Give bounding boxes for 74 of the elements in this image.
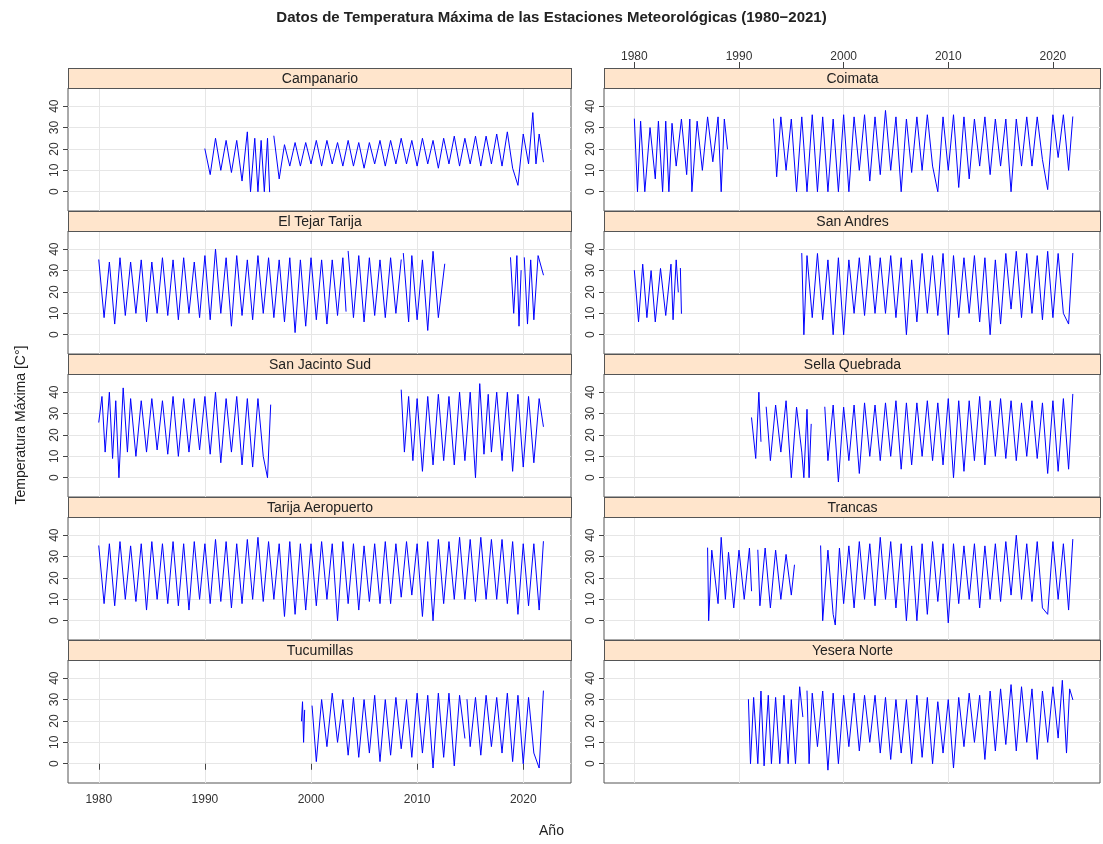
chart-title: San Andres	[604, 211, 1101, 232]
y-tick-label: 20	[583, 570, 597, 585]
y-tick-label: 10	[47, 735, 61, 750]
y-tick-label: 40	[583, 528, 597, 542]
y-tick-label: 30	[583, 406, 597, 421]
y-tick-label: 0	[583, 188, 597, 196]
y-tick-label: 40	[583, 242, 597, 256]
chart-title: Campanario	[68, 68, 572, 89]
y-tick-label: 10	[583, 449, 597, 464]
y-axis-title: Temperatura Máxima [C°]	[12, 345, 28, 505]
y-tick-label: 20	[47, 427, 61, 442]
y-tick-label: 20	[47, 141, 61, 156]
y-tick-label: 40	[47, 242, 61, 256]
y-tick-label: 20	[583, 427, 597, 442]
x-axis-title: Año	[538, 822, 565, 838]
chart-title: San Jacinto Sud	[68, 354, 572, 375]
y-tick-label: 10	[47, 306, 61, 321]
chart-title: Yesera Norte	[604, 640, 1101, 661]
y-tick-label: 20	[47, 713, 61, 728]
x-tick-label: 1980	[85, 792, 113, 806]
chart-title: Sella Quebrada	[604, 354, 1101, 375]
y-tick-label: 20	[47, 570, 61, 585]
x2-tick-label: 2010	[934, 49, 962, 63]
y-tick-label: 0	[583, 617, 597, 625]
chart-title: El Tejar Tarija	[68, 211, 572, 232]
y-tick-label: 10	[47, 163, 61, 178]
chart-title: Trancas	[604, 497, 1101, 518]
y-tick-label: 30	[583, 549, 597, 564]
y-tick-label: 0	[583, 474, 597, 482]
y-tick-label: 30	[47, 549, 61, 564]
y-tick-label: 30	[583, 263, 597, 278]
y-tick-label: 40	[47, 528, 61, 542]
y-tick-label: 20	[583, 284, 597, 299]
x-tick-label: 2020	[509, 792, 537, 806]
text: Datos de Temperatura Máxima de las Estaciones Meteorológicas (1980−2021)	[275, 8, 828, 25]
y-tick-label: 20	[47, 284, 61, 299]
y-tick-label: 20	[583, 141, 597, 156]
line-series	[98, 536, 544, 622]
y-tick-label: 30	[47, 692, 61, 707]
y-tick-label: 30	[583, 120, 597, 135]
y-tick-label: 40	[583, 385, 597, 399]
x2-tick-label: 2000	[830, 49, 858, 63]
y-tick-label: 0	[47, 188, 61, 196]
y-tick-label: 0	[583, 331, 597, 339]
y-tick-label: 10	[583, 163, 597, 178]
y-tick-label: 0	[47, 760, 61, 768]
y-tick-label: 40	[583, 99, 597, 113]
y-tick-label: 10	[583, 735, 597, 750]
y-tick-label: 40	[47, 385, 61, 399]
x-tick-label: 2010	[403, 792, 431, 806]
y-tick-label: 10	[47, 449, 61, 464]
y-tick-label: 10	[47, 592, 61, 607]
y-tick-label: 30	[583, 692, 597, 707]
y-tick-label: 10	[583, 306, 597, 321]
chart-title: Coimata	[604, 68, 1101, 89]
y-tick-label: 40	[583, 671, 597, 685]
y-tick-label: 0	[583, 760, 597, 768]
chart-title: Tarija Aeropuerto	[68, 497, 572, 518]
x2-tick-label: 1980	[620, 49, 649, 63]
x-tick-label: 2000	[297, 792, 325, 806]
y-tick-label: 30	[47, 263, 61, 278]
chart-title: Tucumillas	[68, 640, 572, 661]
y-tick-label: 0	[47, 331, 61, 339]
y-tick-label: 30	[47, 120, 61, 135]
x2-tick-label: 2020	[1039, 49, 1067, 63]
y-tick-label: 0	[47, 474, 61, 482]
y-tick-label: 20	[583, 713, 597, 728]
x2-tick-label: 1990	[725, 49, 753, 63]
y-tick-label: 10	[583, 592, 597, 607]
y-tick-label: 40	[47, 671, 61, 685]
y-tick-label: 0	[47, 617, 61, 625]
y-tick-label: 30	[47, 406, 61, 421]
x-tick-label: 1990	[191, 792, 219, 806]
y-tick-label: 40	[47, 99, 61, 113]
